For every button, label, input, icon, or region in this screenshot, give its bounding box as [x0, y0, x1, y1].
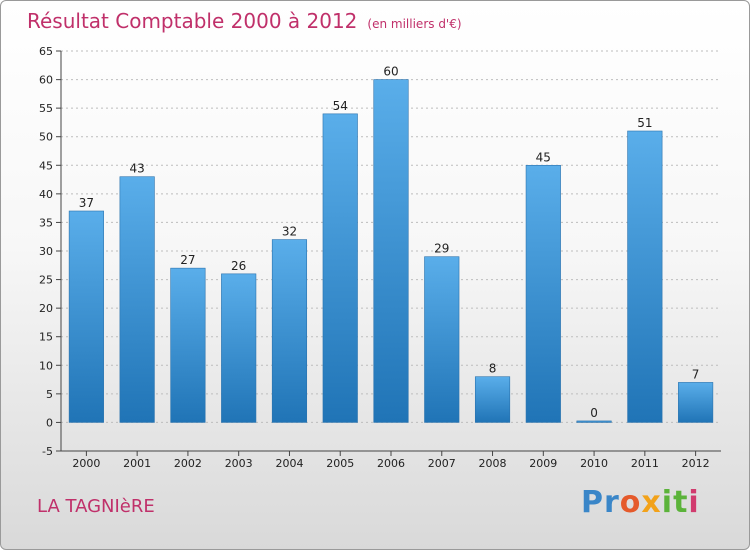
data-label-2002: 27 [180, 253, 195, 267]
bar-2002[interactable] [170, 267, 206, 423]
x-tick-label-2005: 2005 [326, 457, 354, 470]
logo-part-4: it [661, 485, 689, 520]
y-tick-label: 40 [39, 188, 53, 201]
x-tick-label-2010: 2010 [580, 457, 608, 470]
data-label-2008: 8 [489, 362, 497, 376]
commune-name: LA TAGNIèRE [37, 496, 155, 517]
bar-2010[interactable] [576, 420, 612, 423]
y-tick-label: 5 [46, 388, 53, 401]
x-tick-label-2006: 2006 [377, 457, 405, 470]
data-label-2003: 26 [231, 259, 246, 273]
x-tick-label-2000: 2000 [72, 457, 100, 470]
data-label-2005: 54 [333, 99, 348, 113]
proxiti-logo[interactable]: Proxiti [581, 485, 700, 520]
bar-2005[interactable] [322, 113, 358, 423]
logo-part-3: x [641, 485, 662, 520]
x-tick-label-2001: 2001 [123, 457, 151, 470]
bar-2007[interactable] [424, 256, 460, 423]
data-labels: 37 43 27 26 32 54 60 29 8 45 0 51 7 [79, 65, 700, 420]
logo-part-5: i [688, 485, 700, 520]
bar-2012[interactable] [678, 382, 714, 423]
data-label-2006: 60 [383, 65, 398, 79]
y-tick-label: 35 [39, 216, 53, 229]
data-label-2011: 51 [637, 116, 652, 130]
x-tick-label-2004: 2004 [275, 457, 303, 470]
bar-2011[interactable] [627, 130, 663, 423]
y-tick-label: 60 [39, 74, 53, 87]
bar-2001[interactable] [119, 176, 155, 423]
bar-2000[interactable] [68, 210, 104, 423]
logo-part-2: o [619, 485, 642, 520]
y-tick-label: 55 [39, 102, 53, 115]
y-tick-label: 65 [39, 45, 53, 58]
y-tick-label: -5 [42, 445, 53, 458]
bar-2008[interactable] [474, 376, 511, 423]
bar-2006[interactable] [373, 79, 409, 423]
x-tick-label-2003: 2003 [225, 457, 253, 470]
chart-subtitle: (en milliers d'€) [367, 17, 462, 31]
x-tick-label-2002: 2002 [174, 457, 202, 470]
y-tick-label: 10 [39, 359, 53, 372]
bar-2003[interactable] [221, 273, 257, 423]
y-tick-label: 0 [46, 416, 53, 429]
data-label-2001: 43 [130, 162, 145, 176]
y-tick-label: 25 [39, 274, 53, 287]
data-label-2007: 29 [434, 242, 449, 256]
data-label-2010: 0 [590, 406, 598, 420]
data-label-2009: 45 [536, 150, 551, 164]
title-text: Résultat Comptable 2000 à 2012 [27, 9, 358, 33]
y-tick-label: 15 [39, 331, 53, 344]
data-label-2012: 7 [692, 367, 700, 381]
x-tick-label-2011: 2011 [631, 457, 659, 470]
y-tick-label: 50 [39, 131, 53, 144]
y-tick-label: 20 [39, 302, 53, 315]
logo-part-1: Pr [581, 485, 620, 520]
bar-2004[interactable] [271, 239, 308, 423]
chart-title: Résultat Comptable 2000 à 2012 (en millie… [27, 9, 462, 33]
x-tick-label-2009: 2009 [529, 457, 557, 470]
y-tick-label: 30 [39, 245, 53, 258]
data-label-2000: 37 [79, 196, 94, 210]
bar-2009[interactable] [525, 164, 561, 423]
x-tick-label-2012: 2012 [682, 457, 710, 470]
x-tick-label-2007: 2007 [428, 457, 456, 470]
bars [68, 79, 714, 423]
x-tick-label-2008: 2008 [479, 457, 507, 470]
data-label-2004: 32 [282, 225, 297, 239]
y-tick-label: 45 [39, 159, 53, 172]
